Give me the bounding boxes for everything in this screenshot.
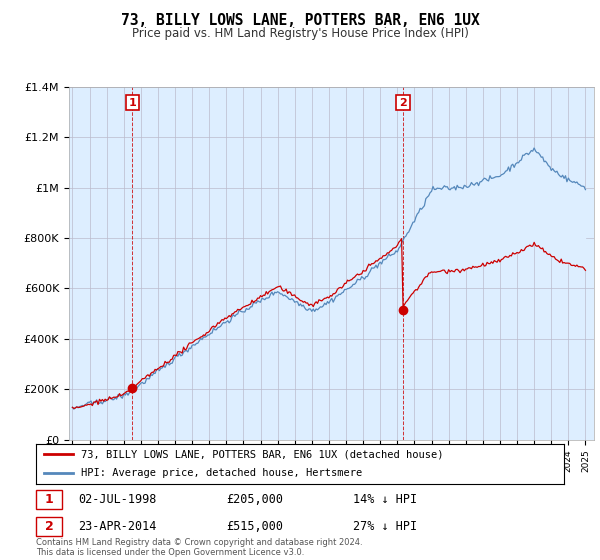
Text: 1: 1	[128, 97, 136, 108]
Text: 23-APR-2014: 23-APR-2014	[78, 520, 157, 533]
Text: Contains HM Land Registry data © Crown copyright and database right 2024.
This d: Contains HM Land Registry data © Crown c…	[36, 538, 362, 557]
Text: HPI: Average price, detached house, Hertsmere: HPI: Average price, detached house, Hert…	[81, 468, 362, 478]
Text: Price paid vs. HM Land Registry's House Price Index (HPI): Price paid vs. HM Land Registry's House …	[131, 27, 469, 40]
FancyBboxPatch shape	[36, 491, 62, 510]
Text: 1: 1	[45, 493, 53, 506]
Text: 73, BILLY LOWS LANE, POTTERS BAR, EN6 1UX: 73, BILLY LOWS LANE, POTTERS BAR, EN6 1U…	[121, 13, 479, 28]
Text: £205,000: £205,000	[226, 493, 283, 506]
Text: 02-JUL-1998: 02-JUL-1998	[78, 493, 157, 506]
Text: 2: 2	[399, 97, 407, 108]
FancyBboxPatch shape	[36, 516, 62, 536]
Text: £515,000: £515,000	[226, 520, 283, 533]
Text: 27% ↓ HPI: 27% ↓ HPI	[353, 520, 417, 533]
Text: 14% ↓ HPI: 14% ↓ HPI	[353, 493, 417, 506]
Text: 2: 2	[45, 520, 53, 533]
Text: 73, BILLY LOWS LANE, POTTERS BAR, EN6 1UX (detached house): 73, BILLY LOWS LANE, POTTERS BAR, EN6 1U…	[81, 449, 443, 459]
